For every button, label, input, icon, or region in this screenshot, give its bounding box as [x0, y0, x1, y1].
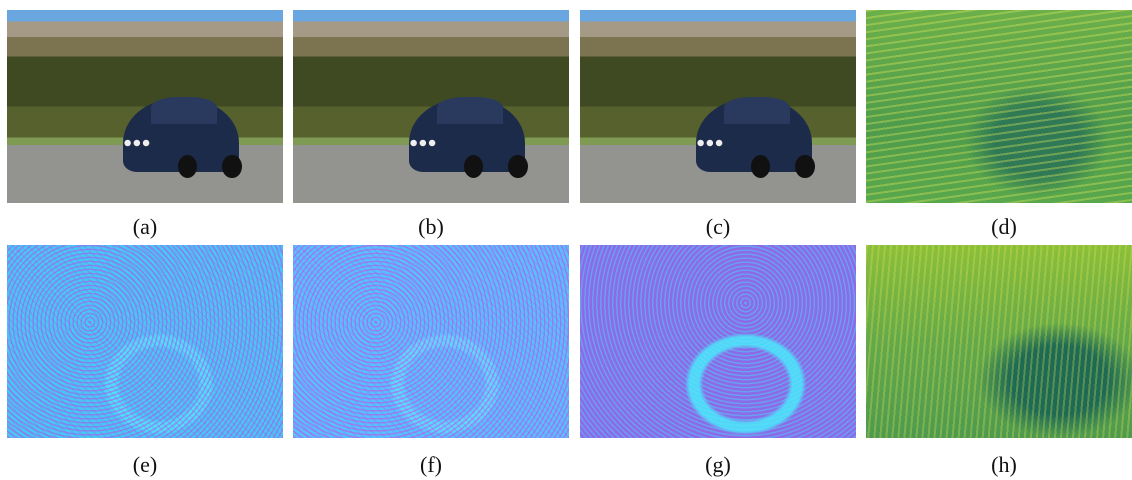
- figure: (a) (b) (c) (d) (e) (f) (g) (h): [0, 0, 1132, 480]
- image-panel: [580, 245, 856, 438]
- caption: (f): [293, 452, 569, 478]
- image-panel: [7, 10, 283, 203]
- caption: (e): [7, 452, 283, 478]
- image-panel: [7, 245, 283, 438]
- image-panel: [866, 10, 1132, 203]
- caption: (c): [580, 214, 856, 240]
- image-panel: [293, 245, 569, 438]
- caption: (a): [7, 214, 283, 240]
- caption: (g): [580, 452, 856, 478]
- image-panel: [293, 10, 569, 203]
- caption: (d): [866, 214, 1132, 240]
- caption: (h): [866, 452, 1132, 478]
- image-panel: [866, 245, 1132, 438]
- caption: (b): [293, 214, 569, 240]
- image-panel: [580, 10, 856, 203]
